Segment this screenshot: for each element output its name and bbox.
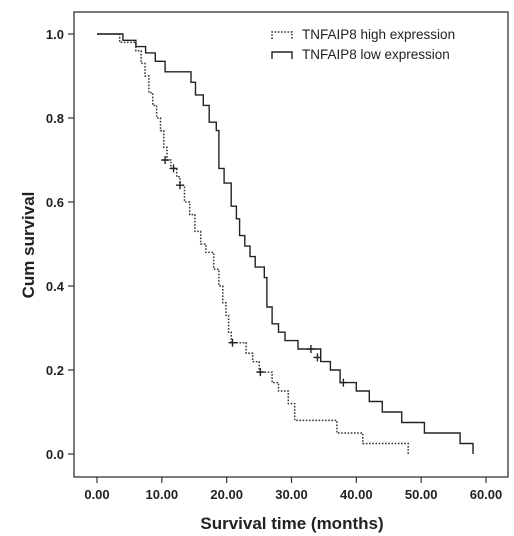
survival-curve-high-expression	[97, 33, 409, 454]
legend-label-low: TNFAIP8 low expression	[302, 47, 450, 62]
y-tick-label: 0.4	[46, 279, 65, 294]
y-tick-label: 0.6	[46, 195, 64, 210]
legend-label-high: TNFAIP8 high expression	[302, 27, 455, 42]
x-axis-title: Survival time (months)	[200, 514, 383, 533]
y-tick-label: 1.0	[46, 27, 64, 42]
y-tick-label: 0.2	[46, 363, 64, 378]
legend-symbol-low	[271, 51, 293, 59]
x-tick-label: 10.00	[146, 487, 179, 502]
censor-mark-low-expression	[339, 378, 348, 387]
censor-mark-low-expression	[306, 345, 315, 353]
x-tick-label: 30.00	[275, 487, 308, 502]
x-tick-label: 60.00	[470, 487, 503, 502]
y-tick-label: 0.0	[46, 447, 64, 462]
x-tick-label: 40.00	[340, 487, 373, 502]
plot-frame	[73, 11, 509, 478]
x-tick-label: 0.00	[84, 487, 109, 502]
legend-symbol-high	[271, 31, 293, 39]
censor-mark-low-expression	[313, 353, 322, 362]
censor-mark-high-expression	[175, 181, 184, 190]
censor-mark-high-expression	[169, 164, 178, 173]
legend-item-high: TNFAIP8 high expression	[271, 27, 455, 42]
legend: TNFAIP8 high expression TNFAIP8 low expr…	[271, 27, 455, 62]
x-tick-label: 50.00	[405, 487, 438, 502]
y-axis-title: Cum survival	[19, 192, 38, 299]
censor-mark-high-expression	[228, 338, 237, 347]
survival-curve-low-expression	[97, 33, 474, 454]
y-tick-label: 0.8	[46, 111, 64, 126]
x-tick-label: 20.00	[210, 487, 243, 502]
legend-item-low: TNFAIP8 low expression	[271, 47, 450, 62]
censor-mark-high-expression	[256, 368, 265, 377]
censor-mark-high-expression	[161, 156, 170, 164]
